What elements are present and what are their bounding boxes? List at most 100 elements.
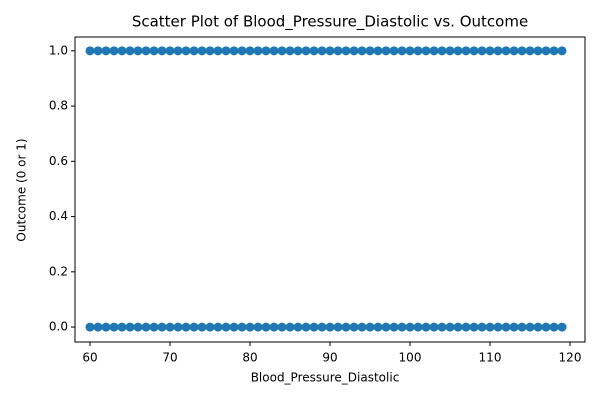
y-tick-label: 0.4 [49, 209, 68, 223]
point [349, 46, 359, 56]
y-tick-label: 0.8 [49, 99, 68, 113]
x-tick-label: 70 [162, 351, 177, 365]
point [421, 322, 431, 332]
point [117, 322, 127, 332]
point [157, 46, 167, 56]
x-tick-label: 90 [322, 351, 337, 365]
point [517, 46, 527, 56]
point [189, 322, 199, 332]
y-axis-label: Outcome (0 or 1) [15, 138, 29, 241]
point [317, 322, 327, 332]
point [469, 46, 479, 56]
point [213, 322, 223, 332]
point [453, 322, 463, 332]
point [229, 46, 239, 56]
x-tick-label: 80 [242, 351, 257, 365]
point [501, 46, 511, 56]
point [317, 46, 327, 56]
point [301, 322, 311, 332]
point [333, 322, 343, 332]
plot-frame [74, 36, 586, 343]
point [365, 322, 375, 332]
point [261, 322, 271, 332]
point [437, 322, 447, 332]
x-tick-label: 100 [399, 351, 422, 365]
point [533, 322, 543, 332]
point [445, 322, 455, 332]
y-tick-label: 1.0 [49, 43, 68, 57]
point [173, 322, 183, 332]
point [293, 322, 303, 332]
point [101, 322, 111, 332]
point [413, 322, 423, 332]
point [509, 46, 519, 56]
point [237, 46, 247, 56]
point [485, 46, 495, 56]
point [157, 322, 167, 332]
point [229, 322, 239, 332]
x-tick-label: 110 [479, 351, 502, 365]
point [93, 322, 103, 332]
point [253, 322, 263, 332]
point [429, 322, 439, 332]
point [133, 322, 143, 332]
point [381, 322, 391, 332]
point [437, 46, 447, 56]
point [293, 46, 303, 56]
point [493, 322, 503, 332]
point [269, 322, 279, 332]
point [173, 46, 183, 56]
point [389, 322, 399, 332]
point [93, 46, 103, 56]
point [125, 46, 135, 56]
point [405, 46, 415, 56]
point [357, 322, 367, 332]
point [141, 46, 151, 56]
point [221, 46, 231, 56]
point [197, 322, 207, 332]
point [405, 322, 415, 332]
point [277, 46, 287, 56]
point [325, 46, 335, 56]
point [461, 46, 471, 56]
point [397, 322, 407, 332]
point [533, 46, 543, 56]
point [325, 322, 335, 332]
point [301, 46, 311, 56]
point [341, 46, 351, 56]
point [557, 46, 567, 56]
point [133, 46, 143, 56]
point [189, 46, 199, 56]
point [101, 46, 111, 56]
point [445, 46, 455, 56]
point [373, 322, 383, 332]
x-tick-label: 120 [559, 351, 582, 365]
point [349, 322, 359, 332]
point [197, 46, 207, 56]
chart-title: Scatter Plot of Blood_Pressure_Diastolic… [132, 13, 528, 32]
y-tick-label: 0.2 [49, 264, 68, 278]
point [557, 322, 567, 332]
point [493, 46, 503, 56]
point [365, 46, 375, 56]
point [181, 322, 191, 332]
point [341, 322, 351, 332]
point [381, 46, 391, 56]
point [141, 322, 151, 332]
point [461, 322, 471, 332]
x-axis-label: Blood_Pressure_Diastolic [251, 371, 400, 385]
point [109, 322, 119, 332]
point [469, 322, 479, 332]
point [501, 322, 511, 332]
x-tick-label: 60 [82, 351, 97, 365]
point [549, 46, 559, 56]
point [253, 46, 263, 56]
point [517, 322, 527, 332]
point [549, 322, 559, 332]
point [205, 322, 215, 332]
point [117, 46, 127, 56]
y-tick-label: 0.0 [49, 320, 68, 334]
point [373, 46, 383, 56]
